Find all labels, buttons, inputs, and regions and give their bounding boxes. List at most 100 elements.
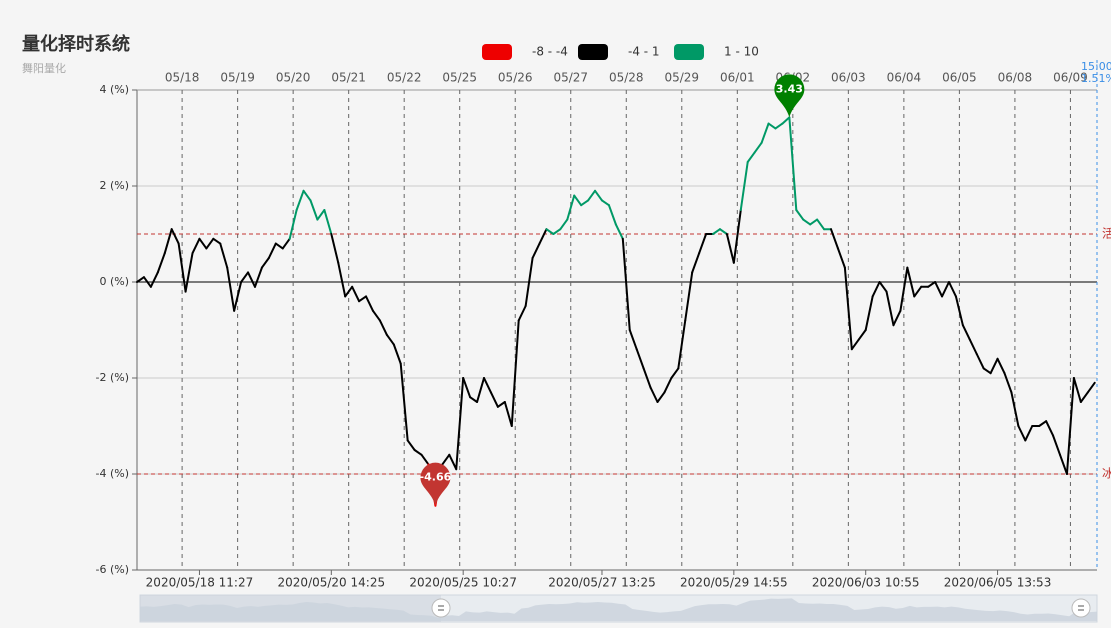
line-segment	[1045, 420, 1055, 437]
zoom-handle[interactable]	[431, 598, 451, 618]
line-segment	[524, 257, 534, 307]
line-segment	[365, 295, 374, 312]
line-segment	[330, 233, 340, 264]
line-segment	[843, 266, 853, 351]
line-segment	[649, 386, 659, 403]
line-segment	[378, 319, 388, 336]
line-segment	[1072, 377, 1082, 403]
line-segment	[913, 285, 923, 298]
x-tick-label: 2020/05/20 14:25	[278, 576, 386, 590]
line-segment	[184, 252, 194, 293]
line-segment	[233, 281, 243, 312]
line-segment	[739, 161, 749, 211]
line-segment	[892, 309, 902, 327]
mark-line-label: 活	[1102, 227, 1111, 241]
line-segment	[670, 367, 680, 379]
line-segment	[198, 237, 208, 250]
zoom-handle[interactable]	[1071, 598, 1091, 618]
x2-tick-label: 05/22	[387, 71, 422, 85]
line-segment	[968, 338, 978, 355]
axis-pointer-y-label: 1.51%	[1081, 72, 1111, 85]
line-segment	[552, 228, 562, 235]
line-segment	[469, 396, 479, 403]
line-segment	[503, 401, 513, 427]
line-segment	[767, 122, 777, 130]
line-segment	[961, 324, 971, 341]
x2-tick-label: 05/20	[276, 71, 311, 85]
line-segment	[600, 199, 610, 207]
line-segment	[205, 237, 215, 250]
x-tick-label: 2020/05/18 11:27	[146, 576, 254, 590]
line-segment	[281, 237, 291, 250]
x-tick-label: 2020/05/25 10:27	[409, 576, 517, 590]
line-segment	[392, 343, 402, 365]
line-segment	[288, 209, 298, 240]
line-segment	[448, 453, 458, 471]
line-segment	[628, 329, 638, 351]
x-tick-label: 2020/05/27 13:25	[548, 576, 656, 590]
line-segment	[566, 194, 576, 221]
line-segment	[1003, 372, 1013, 394]
line-segment	[1010, 391, 1020, 427]
line-segment	[351, 285, 361, 303]
line-segment	[607, 204, 617, 226]
x2-tick-label: 06/08	[998, 71, 1033, 85]
line-segment	[927, 281, 937, 288]
line-segment	[247, 271, 256, 288]
line-segment	[399, 362, 409, 442]
x-tick-label: 2020/05/29 14:55	[680, 576, 788, 590]
line-segment	[302, 189, 312, 202]
chart-title: 量化择时系统	[22, 33, 130, 55]
line-segment	[142, 276, 152, 288]
x2-tick-label: 05/18	[165, 71, 200, 85]
line-segment	[316, 209, 326, 221]
legend-label: -8 - -4	[532, 45, 568, 59]
x-tick-label: 2020/06/05 13:53	[944, 576, 1052, 590]
line-segment	[996, 357, 1006, 375]
chart-subtitle: 舞阳量化	[22, 61, 66, 75]
line-segment	[406, 439, 416, 451]
line-segment	[212, 237, 222, 245]
line-segment	[573, 194, 583, 207]
line-segment	[934, 281, 944, 298]
line-segment	[864, 295, 874, 331]
line-segment	[718, 228, 728, 235]
y-tick-label: 2 (%)	[99, 179, 129, 192]
axis-pointer-x-label: 15:00	[1081, 60, 1111, 73]
line-segment	[420, 453, 430, 466]
line-segment	[226, 266, 236, 312]
line-segment	[656, 391, 666, 403]
line-segment	[691, 252, 701, 274]
line-segment	[781, 116, 791, 125]
y-tick-label: -2 (%)	[96, 371, 130, 384]
y-tick-label: 0 (%)	[99, 275, 129, 288]
line-segment	[510, 319, 520, 427]
line-segment	[989, 357, 999, 375]
line-segment	[219, 242, 229, 269]
line-segment	[170, 228, 180, 245]
line-segment	[732, 209, 742, 264]
line-segment	[795, 209, 805, 221]
x2-tick-label: 05/19	[220, 71, 255, 85]
line-segment	[947, 281, 957, 298]
y-tick-label: -6 (%)	[96, 563, 130, 576]
line-segment	[830, 228, 839, 250]
x2-tick-label: 05/29	[664, 71, 699, 85]
x2-tick-label: 06/03	[831, 71, 866, 85]
line-segment	[1017, 425, 1027, 442]
line-segment	[545, 228, 555, 235]
line-segment	[371, 309, 381, 322]
line-segment	[323, 209, 333, 235]
line-segment	[698, 233, 708, 255]
line-segment	[753, 141, 763, 154]
line-segment	[337, 261, 347, 298]
line-segment	[885, 290, 895, 327]
line-segment	[760, 122, 770, 144]
legend-swatch	[482, 44, 512, 60]
x2-tick-label: 06/09	[1053, 71, 1088, 85]
line-segment	[462, 377, 472, 399]
line-segment	[163, 228, 173, 255]
line-segment	[850, 338, 860, 351]
mark-point-label: 3.43	[776, 82, 803, 95]
